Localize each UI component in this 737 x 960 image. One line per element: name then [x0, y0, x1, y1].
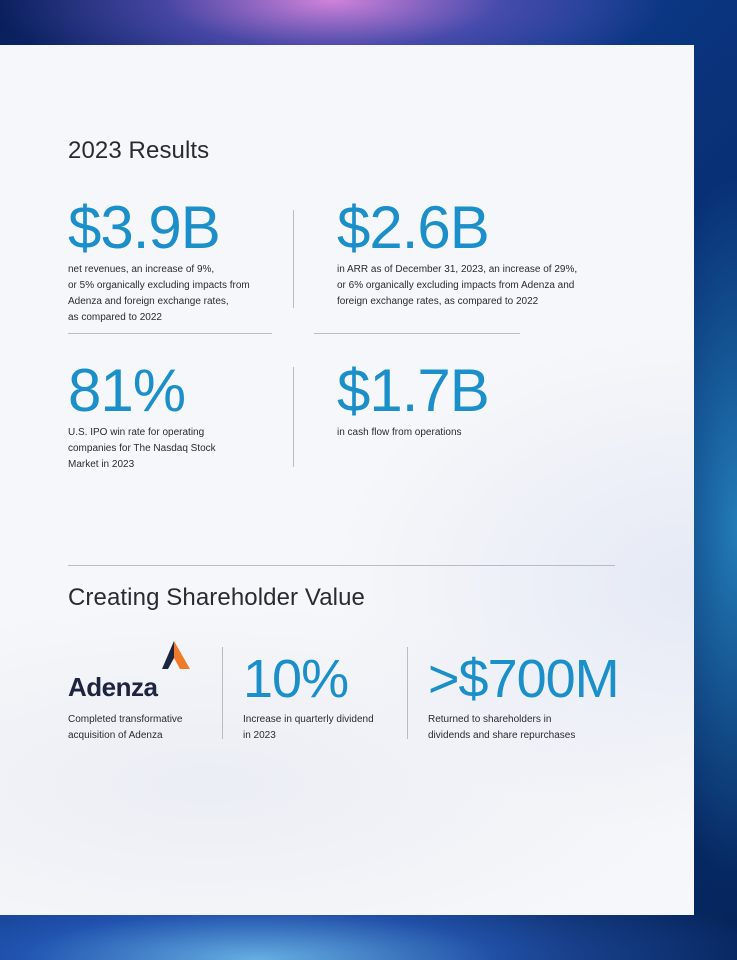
- stat-value: 81%: [68, 357, 186, 424]
- stat-value: $3.9B: [68, 194, 221, 261]
- desc-line: Adenza and foreign exchange rates,: [68, 296, 229, 307]
- stat-description: net revenues, an increase of 9%, or 5% o…: [68, 262, 278, 326]
- stat-value: 10%: [243, 649, 349, 709]
- stat-description: in ARR as of December 31, 2023, an incre…: [337, 262, 637, 310]
- divider-vertical: [293, 367, 294, 467]
- divider-vertical: [222, 647, 223, 739]
- stat-cash-flow: $1.7B in cash flow from operations: [337, 361, 637, 441]
- desc-line: Increase in quarterly dividend: [243, 714, 374, 725]
- desc-line: in 2023: [243, 730, 276, 741]
- stat-arr: $2.6B in ARR as of December 31, 2023, an…: [337, 198, 637, 310]
- desc-line: net revenues, an increase of 9%,: [68, 264, 215, 275]
- stat-description: U.S. IPO win rate for operating companie…: [68, 425, 278, 473]
- desc-line: or 6% organically excluding impacts from…: [337, 280, 575, 291]
- divider-horizontal: [68, 333, 272, 334]
- desc-line: acquisition of Adenza: [68, 730, 163, 741]
- desc-line: as compared to 2022: [68, 312, 162, 323]
- desc-line: Completed transformative: [68, 714, 183, 725]
- results-title: 2023 Results: [68, 137, 210, 164]
- desc-line: companies for The Nasdaq Stock: [68, 443, 216, 454]
- desc-line: Returned to shareholders in: [428, 714, 552, 725]
- report-card: 2023 Results $3.9B net revenues, an incr…: [0, 45, 694, 915]
- stat-adenza-acquisition: Completed transformative acquisition of …: [68, 708, 218, 744]
- shareholder-title: Creating Shareholder Value: [68, 584, 366, 611]
- stat-value: $1.7B: [337, 357, 490, 424]
- desc-line: in cash flow from operations: [337, 427, 462, 438]
- desc-line: foreign exchange rates, as compared to 2…: [337, 296, 539, 307]
- stat-ipo-win-rate: 81% U.S. IPO win rate for operating comp…: [68, 361, 278, 473]
- divider-vertical: [407, 647, 408, 739]
- stat-description: Increase in quarterly dividend in 2023: [243, 712, 403, 744]
- divider-horizontal: [314, 333, 520, 334]
- desc-line: Market in 2023: [68, 459, 135, 470]
- desc-line: U.S. IPO win rate for operating: [68, 427, 205, 438]
- desc-line: dividends and share repurchases: [428, 730, 576, 741]
- stat-value: $2.6B: [337, 194, 490, 261]
- divider-vertical: [293, 210, 294, 308]
- adenza-logo-text: Adenza: [68, 672, 158, 702]
- desc-line: or 5% organically excluding impacts from: [68, 280, 250, 291]
- stat-description: in cash flow from operations: [337, 425, 637, 441]
- stat-returned-to-shareholders: >$700M Returned to shareholders in divid…: [428, 652, 668, 744]
- stat-description: Completed transformative acquisition of …: [68, 712, 218, 744]
- stat-dividend-increase: 10% Increase in quarterly dividend in 20…: [243, 652, 403, 744]
- adenza-logo-mark-icon: [162, 641, 190, 669]
- stat-value: >$700M: [428, 649, 620, 709]
- desc-line: in ARR as of December 31, 2023, an incre…: [337, 264, 578, 275]
- stat-description: Returned to shareholders in dividends an…: [428, 712, 668, 744]
- divider-section: [68, 565, 615, 566]
- stat-net-revenues: $3.9B net revenues, an increase of 9%, o…: [68, 198, 278, 326]
